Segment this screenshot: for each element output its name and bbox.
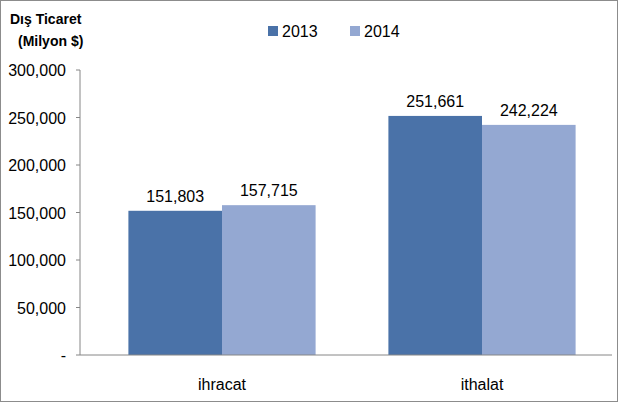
x-axis [80, 355, 612, 356]
y-tick-label: 100,000 [8, 252, 66, 269]
y-tick [76, 355, 80, 356]
chart: Dış Ticaret (Milyon $) - 50,000 100,000 150,0… [0, 0, 618, 402]
chart-border [1, 1, 618, 402]
subtitle: (Milyon $) [18, 33, 83, 49]
bar [128, 211, 222, 355]
y-tick-label: - [61, 347, 66, 364]
data-label: 151,803 [146, 188, 204, 205]
y-tick-label: 50,000 [17, 300, 66, 317]
bar [482, 125, 576, 355]
y-tick-label: 300,000 [8, 62, 66, 79]
legend-label: 2014 [364, 23, 400, 40]
x-tick-label: ihracat [198, 376, 247, 393]
y-tick [76, 70, 80, 71]
bars [128, 116, 575, 355]
legend-label: 2013 [282, 23, 318, 40]
legend-swatch [350, 26, 360, 36]
data-label: 157,715 [240, 182, 298, 199]
data-label: 251,661 [406, 93, 464, 110]
y-tick [76, 165, 80, 166]
bar [388, 116, 482, 355]
y-tick-label: 150,000 [8, 205, 66, 222]
y-axis [80, 70, 81, 355]
legend-swatch [268, 26, 278, 36]
y-tick [76, 212, 80, 213]
x-tick-label: ithalat [461, 376, 504, 393]
data-label: 242,224 [500, 102, 558, 119]
y-tick-label: 200,000 [8, 157, 66, 174]
bar [222, 205, 316, 355]
y-tick [76, 117, 80, 118]
y-tick [76, 307, 80, 308]
y-tick [76, 260, 80, 261]
y-tick-label: 250,000 [8, 110, 66, 127]
title: Dış Ticaret [10, 11, 82, 27]
